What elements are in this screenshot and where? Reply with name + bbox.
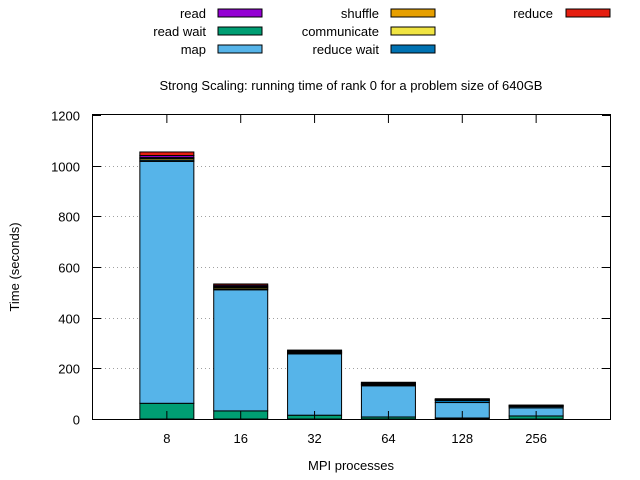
x-axis: 8 16 32 64 128 256 (163, 115, 547, 446)
bar-group-8 (139, 151, 195, 420)
bar-group-16 (213, 283, 269, 420)
chart-legend: read shuffle reduce read wait communicate map… (153, 6, 611, 57)
x-tick-label-64: 64 (381, 431, 395, 446)
x-tick-label-16: 16 (233, 431, 247, 446)
bar-32-map (287, 353, 343, 416)
legend-item-read-wait: read wait (153, 24, 263, 39)
legend-item-communicate: communicate (302, 24, 436, 39)
legend-label-read: read (180, 6, 206, 21)
y-axis: 0 200 400 600 800 1000 1200 (51, 109, 610, 428)
x-tick-label-32: 32 (307, 431, 321, 446)
bar-group-32 (287, 349, 343, 420)
plot-frame (92, 114, 611, 420)
y-axis-label: Time (seconds) (7, 222, 22, 311)
legend-item-map: map (181, 42, 263, 57)
legend-label-map: map (181, 42, 206, 57)
bar-8-reduce (139, 151, 195, 157)
legend-label-reduce: reduce (513, 6, 553, 21)
chart-title: Strong Scaling: running time of rank 0 f… (160, 78, 543, 93)
bar-32-reduce (287, 349, 343, 352)
legend-swatch-shuffle (390, 8, 436, 18)
y-tick-label-200: 200 (58, 362, 80, 377)
legend-swatch-reduce-wait (390, 44, 436, 54)
x-tick-label-256: 256 (525, 431, 547, 446)
legend-swatch-read (217, 8, 263, 18)
legend-item-reduce-wait: reduce wait (313, 42, 436, 57)
y-tick-label-600: 600 (58, 261, 80, 276)
legend-swatch-communicate (390, 26, 436, 36)
bar-128-reduce (434, 398, 490, 400)
legend-item-shuffle: shuffle (341, 6, 436, 21)
legend-label-reduce-wait: reduce wait (313, 42, 380, 57)
x-axis-label: MPI processes (308, 458, 394, 473)
bar-16-map (213, 289, 269, 412)
x-tick-label-8: 8 (163, 431, 170, 446)
legend-label-shuffle: shuffle (341, 6, 379, 21)
y-tick-label-1200: 1200 (51, 109, 80, 124)
legend-item-read: read (180, 6, 263, 21)
legend-label-read-wait: read wait (153, 24, 206, 39)
bar-64-reduce (360, 381, 416, 384)
x-tick-label-128: 128 (451, 431, 473, 446)
legend-swatch-reduce (565, 8, 611, 18)
y-tick-label-0: 0 (73, 413, 80, 428)
y-tick-label-800: 800 (58, 210, 80, 225)
bar-8-map (139, 160, 195, 404)
chart-bars (139, 151, 564, 420)
legend-label-communicate: communicate (302, 24, 379, 39)
legend-swatch-read-wait (217, 26, 263, 36)
legend-swatch-map (217, 44, 263, 54)
y-tick-label-1000: 1000 (51, 160, 80, 175)
y-tick-label-400: 400 (58, 312, 80, 327)
bar-16-reduce (213, 283, 269, 286)
legend-item-reduce: reduce (513, 6, 611, 21)
